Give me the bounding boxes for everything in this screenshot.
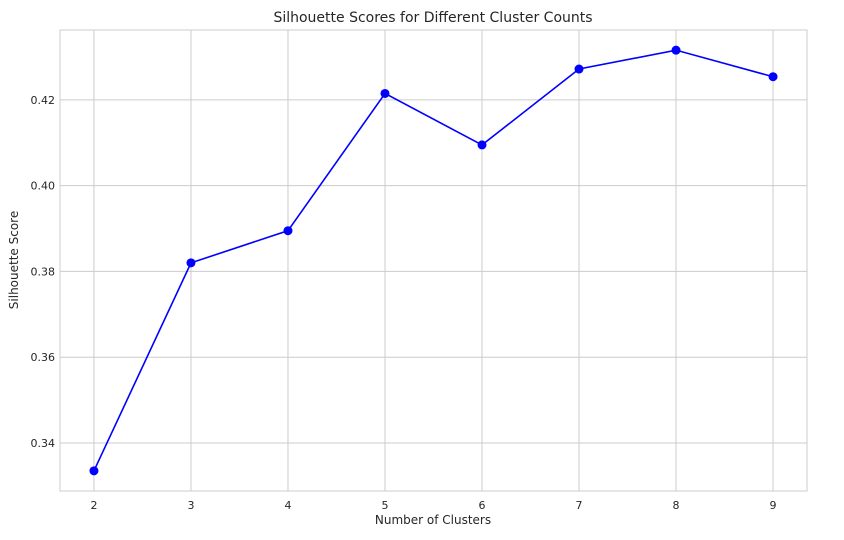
series: [89, 45, 778, 476]
data-point: [380, 88, 390, 98]
x-tick-label: 5: [381, 499, 388, 512]
tick-labels: 2 3 4 5 6 7 8 9 0.34 0.36 0.38 0.40 0.42: [31, 94, 777, 512]
data-point: [671, 45, 681, 55]
chart-title: Silhouette Scores for Different Cluster …: [273, 10, 592, 26]
x-tick-label: 4: [284, 499, 291, 512]
y-axis-label: Silhouette Score: [7, 211, 21, 309]
y-tick-label: 0.40: [31, 180, 56, 193]
x-tick-label: 6: [479, 499, 486, 512]
data-point: [283, 226, 293, 236]
x-tick-label: 7: [576, 499, 583, 512]
x-axis-label: Number of Clusters: [375, 513, 491, 527]
data-point: [186, 258, 196, 268]
x-tick-label: 3: [187, 499, 194, 512]
x-tick-label: 8: [673, 499, 680, 512]
grid: [60, 30, 807, 491]
series-line: [93, 49, 774, 472]
y-tick-label: 0.36: [31, 351, 56, 364]
x-tick-label: 9: [770, 499, 777, 512]
x-tick-label: 2: [90, 499, 97, 512]
data-point: [574, 64, 584, 74]
y-tick-label: 0.34: [31, 437, 56, 450]
plot-frame: [59, 29, 808, 492]
data-point: [768, 72, 778, 82]
data-point: [89, 466, 99, 476]
data-point: [477, 140, 487, 150]
y-tick-label: 0.38: [31, 265, 56, 278]
y-tick-label: 0.42: [31, 94, 56, 107]
